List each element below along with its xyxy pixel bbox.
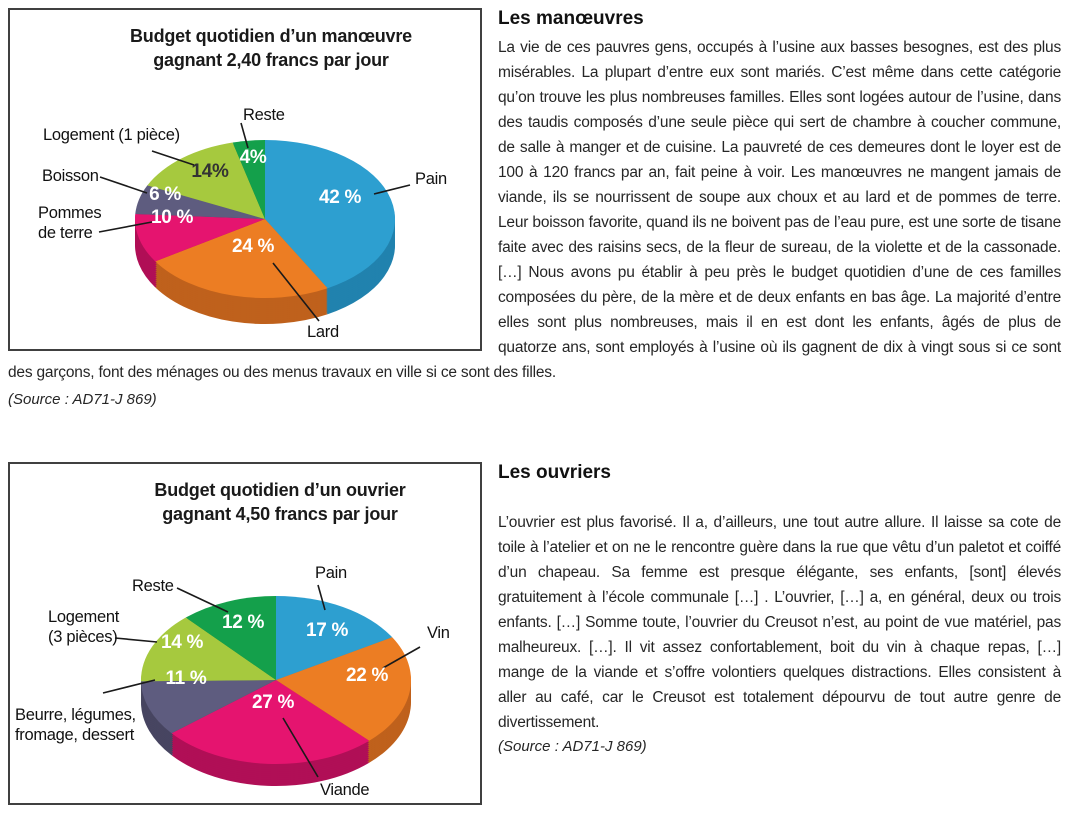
slice-label-logement-3-pieces: Logement (3 pièces) [48,608,119,646]
pct-label-boisson: 6 % [149,184,181,205]
pct-label-reste: 12 % [221,612,265,633]
pie-slice-beurre-l-gumes-fromage-dessert [141,680,276,734]
pie-slice-logement-3-pi-ces [141,617,276,682]
leader-lines-manoeuvre [98,122,411,322]
source-note-ouvriers: (Source : AD71-J 869) [498,738,647,755]
pct-label-pommes-de-terre: 10 % [150,207,194,228]
slice-label-vin: Vin [427,624,450,642]
pct-label-beurre-legumes: 11 % [165,668,207,689]
pct-label-viande: 27 % [251,692,295,713]
paragraph-ouvriers: L’ouvrier est plus favorisé. Il a, d’ail… [498,514,1061,731]
slice-label-reste: Reste [132,577,174,595]
slice-label-viande: Viande [320,781,370,799]
pie-slice-vin [276,637,412,741]
slice-label-pommes-de-terre: Pommes de terre [38,204,102,242]
heading-ouvriers: Les ouvriers [498,462,611,483]
pie-slice-pain [276,596,393,680]
paragraph-manoeuvres: La vie de ces pauvres gens, occupés à l’… [8,39,1061,381]
slice-label-pain: Pain [315,564,347,582]
chart-box-ouvrier: Budget quotidien d’un ouvrier gagnant 4,… [8,462,482,805]
pie-slice-logement-1-pi-ce [147,142,265,219]
pie-slice-reste [232,140,265,219]
slice-label-pain: Pain [415,170,447,188]
slice-label-logement-1-piece: Logement (1 pièce) [43,126,180,144]
section-manoeuvres: Budget quotidien d’un manœuvre gagnant 2… [8,8,1061,454]
heading-manoeuvres: Les manœuvres [498,8,644,29]
leader-line-logement-1-piece [151,150,195,166]
leader-line-pain [317,584,326,611]
leader-line-beurre-legumes [102,679,156,694]
pie-chart-ouvrier: 17 % 22 % 27 % 11 % 14 % 12 % Pain Vin V… [10,464,480,803]
slice-label-boisson: Boisson [42,167,99,185]
pie-slice-reste [185,596,276,680]
leader-line-lard [272,262,320,322]
pie-slice-pommes-de-terre [135,214,265,262]
chart-box-manoeuvre: Budget quotidien d’un manœuvre gagnant 2… [8,8,482,351]
pct-label-logement-1-piece: 14% [191,161,229,182]
source-note-manoeuvres: (Source : AD71-J 869) [8,391,157,408]
slice-label-beurre-legumes: Beurre, légumes, fromage, dessert [15,706,136,744]
leader-lines-ouvrier [102,584,421,778]
pie-3d-ouvrier [141,596,412,787]
section-ouvriers: Budget quotidien d’un ouvrier gagnant 4,… [8,462,1061,813]
leader-line-logement-3-pieces [114,637,158,643]
pie-3d-manoeuvre [135,140,396,325]
pct-label-pain: 42 % [318,187,362,208]
leader-line-reste [240,122,249,149]
pie-slice-boisson [135,185,265,219]
leader-line-pommes-de-terre [98,221,153,233]
pct-label-logement-3-pieces: 14 % [160,632,204,653]
pie-chart-manoeuvre: 42 % 24 % 10 % 6 % 14% 4% Pain Lard Pomm… [10,10,480,349]
leader-line-reste [176,587,229,613]
slice-label-reste: Reste [243,106,285,124]
leader-line-boisson [99,176,148,194]
chart-title-manoeuvre: Budget quotidien d’un manœuvre gagnant 2… [130,26,412,70]
pct-label-pain: 17 % [305,620,349,641]
pct-label-vin: 22 % [345,665,389,686]
leader-line-pain [373,184,411,195]
leader-line-viande [282,717,319,778]
chart-title-ouvrier: Budget quotidien d’un ouvrier gagnant 4,… [154,480,406,524]
pct-label-lard: 24 % [231,236,275,257]
pie-slice-pain [265,140,396,289]
pct-label-reste: 4% [239,147,267,168]
pie-slice-viande [171,680,370,765]
slice-label-lard: Lard [307,323,339,341]
leader-line-vin [382,646,421,669]
